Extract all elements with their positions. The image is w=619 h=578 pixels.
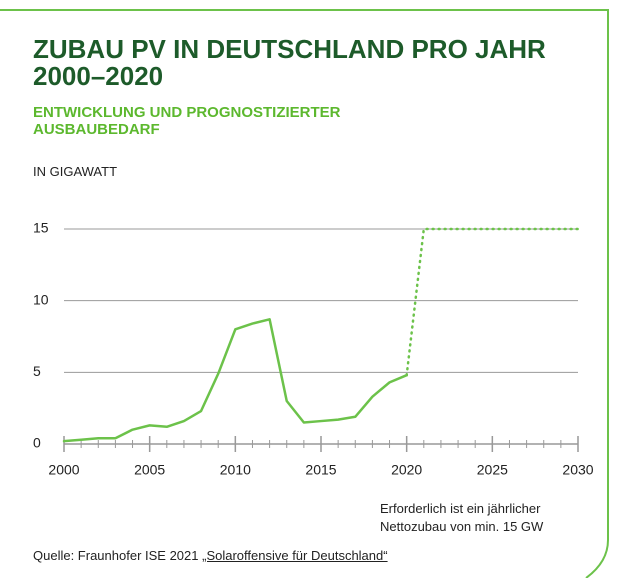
source-link[interactable]: „Solaroffensive für Deutschland“ <box>202 548 388 563</box>
annotation-line: Erforderlich ist ein jährlicher <box>380 501 541 516</box>
x-tick-label: 2000 <box>48 462 79 478</box>
line-series <box>405 227 580 377</box>
x-tick-label: 2020 <box>391 462 422 478</box>
x-tick-label: 2030 <box>562 462 593 478</box>
line-series <box>62 318 408 443</box>
chart-subtitle: ENTWICKLUNG UND PROGNOSTIZIERTER AUSBAUB… <box>33 104 341 138</box>
x-tick-label: 2005 <box>134 462 165 478</box>
chart-title: ZUBAU PV IN DEUTSCHLAND PRO JAHR 2000–20… <box>33 34 546 91</box>
y-tick-label: 0 <box>33 435 41 451</box>
source: Quelle: Fraunhofer ISE 2021 „Solaroffens… <box>33 548 388 563</box>
x-tick-label: 2025 <box>477 462 508 478</box>
y-tick-label: 5 <box>33 363 41 379</box>
x-tick-label: 2015 <box>305 462 336 478</box>
y-tick-label: 15 <box>33 220 49 236</box>
y-axis-label: IN GIGAWATT <box>33 164 118 179</box>
annotation: Erforderlich ist ein jährlicher Nettozub… <box>380 500 543 536</box>
border <box>0 9 609 578</box>
source-text: Quelle: Fraunhofer ISE 2021 <box>33 548 203 563</box>
x-tick-label: 2010 <box>220 462 251 478</box>
annotation-line: Nettozubau von min. 15 GW <box>380 519 544 534</box>
y-tick-label: 10 <box>33 291 49 307</box>
